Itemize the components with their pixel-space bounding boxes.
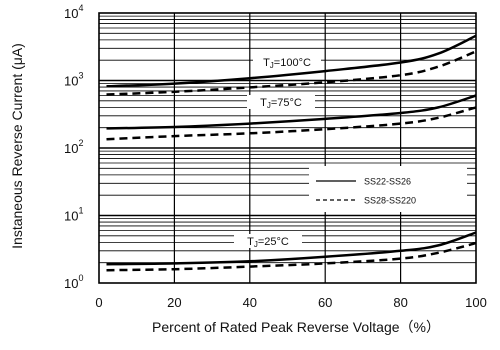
x-tick-label: 80: [393, 295, 407, 310]
plot-frame: [98, 12, 477, 284]
annotation-background: [247, 95, 315, 109]
annotation-layer: TJ=100°C TJ=75°C TJ=25°C: [234, 55, 321, 249]
temperature-annotation: TJ=75°C: [260, 97, 302, 110]
y-tick-label: 102: [64, 138, 83, 156]
x-axis-title: Percent of Rated Peak Reverse Voltage（%）: [152, 319, 440, 335]
series-line-solid: [106, 231, 477, 266]
x-tick-label: 100: [465, 295, 487, 310]
x-tick-label: 40: [243, 295, 257, 310]
temperature-annotation: TJ=100°C: [263, 57, 311, 70]
series-line-dashed: [106, 241, 477, 272]
annotation-background: [253, 55, 321, 69]
y-tick-label: 100: [64, 273, 83, 291]
x-tick-label: 20: [167, 295, 181, 310]
y-tick-label: 104: [64, 3, 83, 21]
tick-label-layer: 0 20 40 60 80 100 100 101 102 103 104: [64, 3, 487, 310]
temperature-annotation: TJ=25°C: [247, 236, 289, 249]
series-line-dashed: [106, 106, 477, 141]
y-tick-label: 103: [64, 71, 83, 89]
series-line-dashed: [106, 50, 477, 96]
y-axis-title: Instaneous Reverse Current (μA): [9, 43, 25, 249]
legend-box: [309, 166, 467, 212]
series-line-solid: [106, 94, 477, 130]
legend: SS22-SS26 SS28-SS220: [309, 166, 467, 212]
grid-layer: [99, 13, 476, 283]
annotation-background: [234, 234, 302, 248]
y-tick-label: 101: [64, 206, 83, 224]
x-tick-label: 60: [318, 295, 332, 310]
legend-label: SS28-SS220: [364, 196, 416, 206]
curve-layer: [106, 34, 477, 272]
series-line-solid: [106, 34, 477, 88]
x-tick-label: 0: [95, 295, 102, 310]
legend-label: SS22-SS26: [364, 177, 411, 187]
